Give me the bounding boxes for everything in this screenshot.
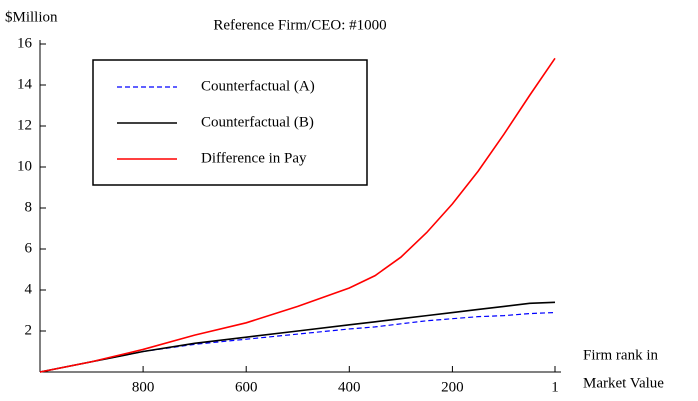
y-tick-label: 4 xyxy=(25,281,33,297)
series-line xyxy=(39,311,556,373)
y-tick-label: 12 xyxy=(17,117,32,133)
legend-label: Counterfactual (A) xyxy=(201,78,315,94)
x-axis-label: Market Value xyxy=(583,375,664,391)
x-tick-label: 1 xyxy=(551,379,559,395)
y-tick-label: 16 xyxy=(17,35,33,51)
y-tick-label: 8 xyxy=(25,199,33,215)
x-axis-label: Firm rank in xyxy=(583,347,658,363)
legend-label: Counterfactual (B) xyxy=(201,114,314,130)
series-line xyxy=(39,57,556,373)
x-tick-label: 800 xyxy=(132,379,155,395)
y-tick-label: 10 xyxy=(17,158,32,174)
legend-label: Difference in Pay xyxy=(201,150,307,166)
x-tick-label: 400 xyxy=(338,379,361,395)
y-tick-label: 14 xyxy=(17,76,33,92)
x-tick-label: 200 xyxy=(441,379,464,395)
y-axis-label: $Million xyxy=(5,9,58,25)
y-tick-label: 6 xyxy=(25,240,33,256)
series-line xyxy=(39,301,556,373)
y-tick-label: 2 xyxy=(25,322,33,338)
chart-title: Reference Firm/CEO: #1000 xyxy=(213,17,386,33)
x-tick-label: 600 xyxy=(235,379,258,395)
